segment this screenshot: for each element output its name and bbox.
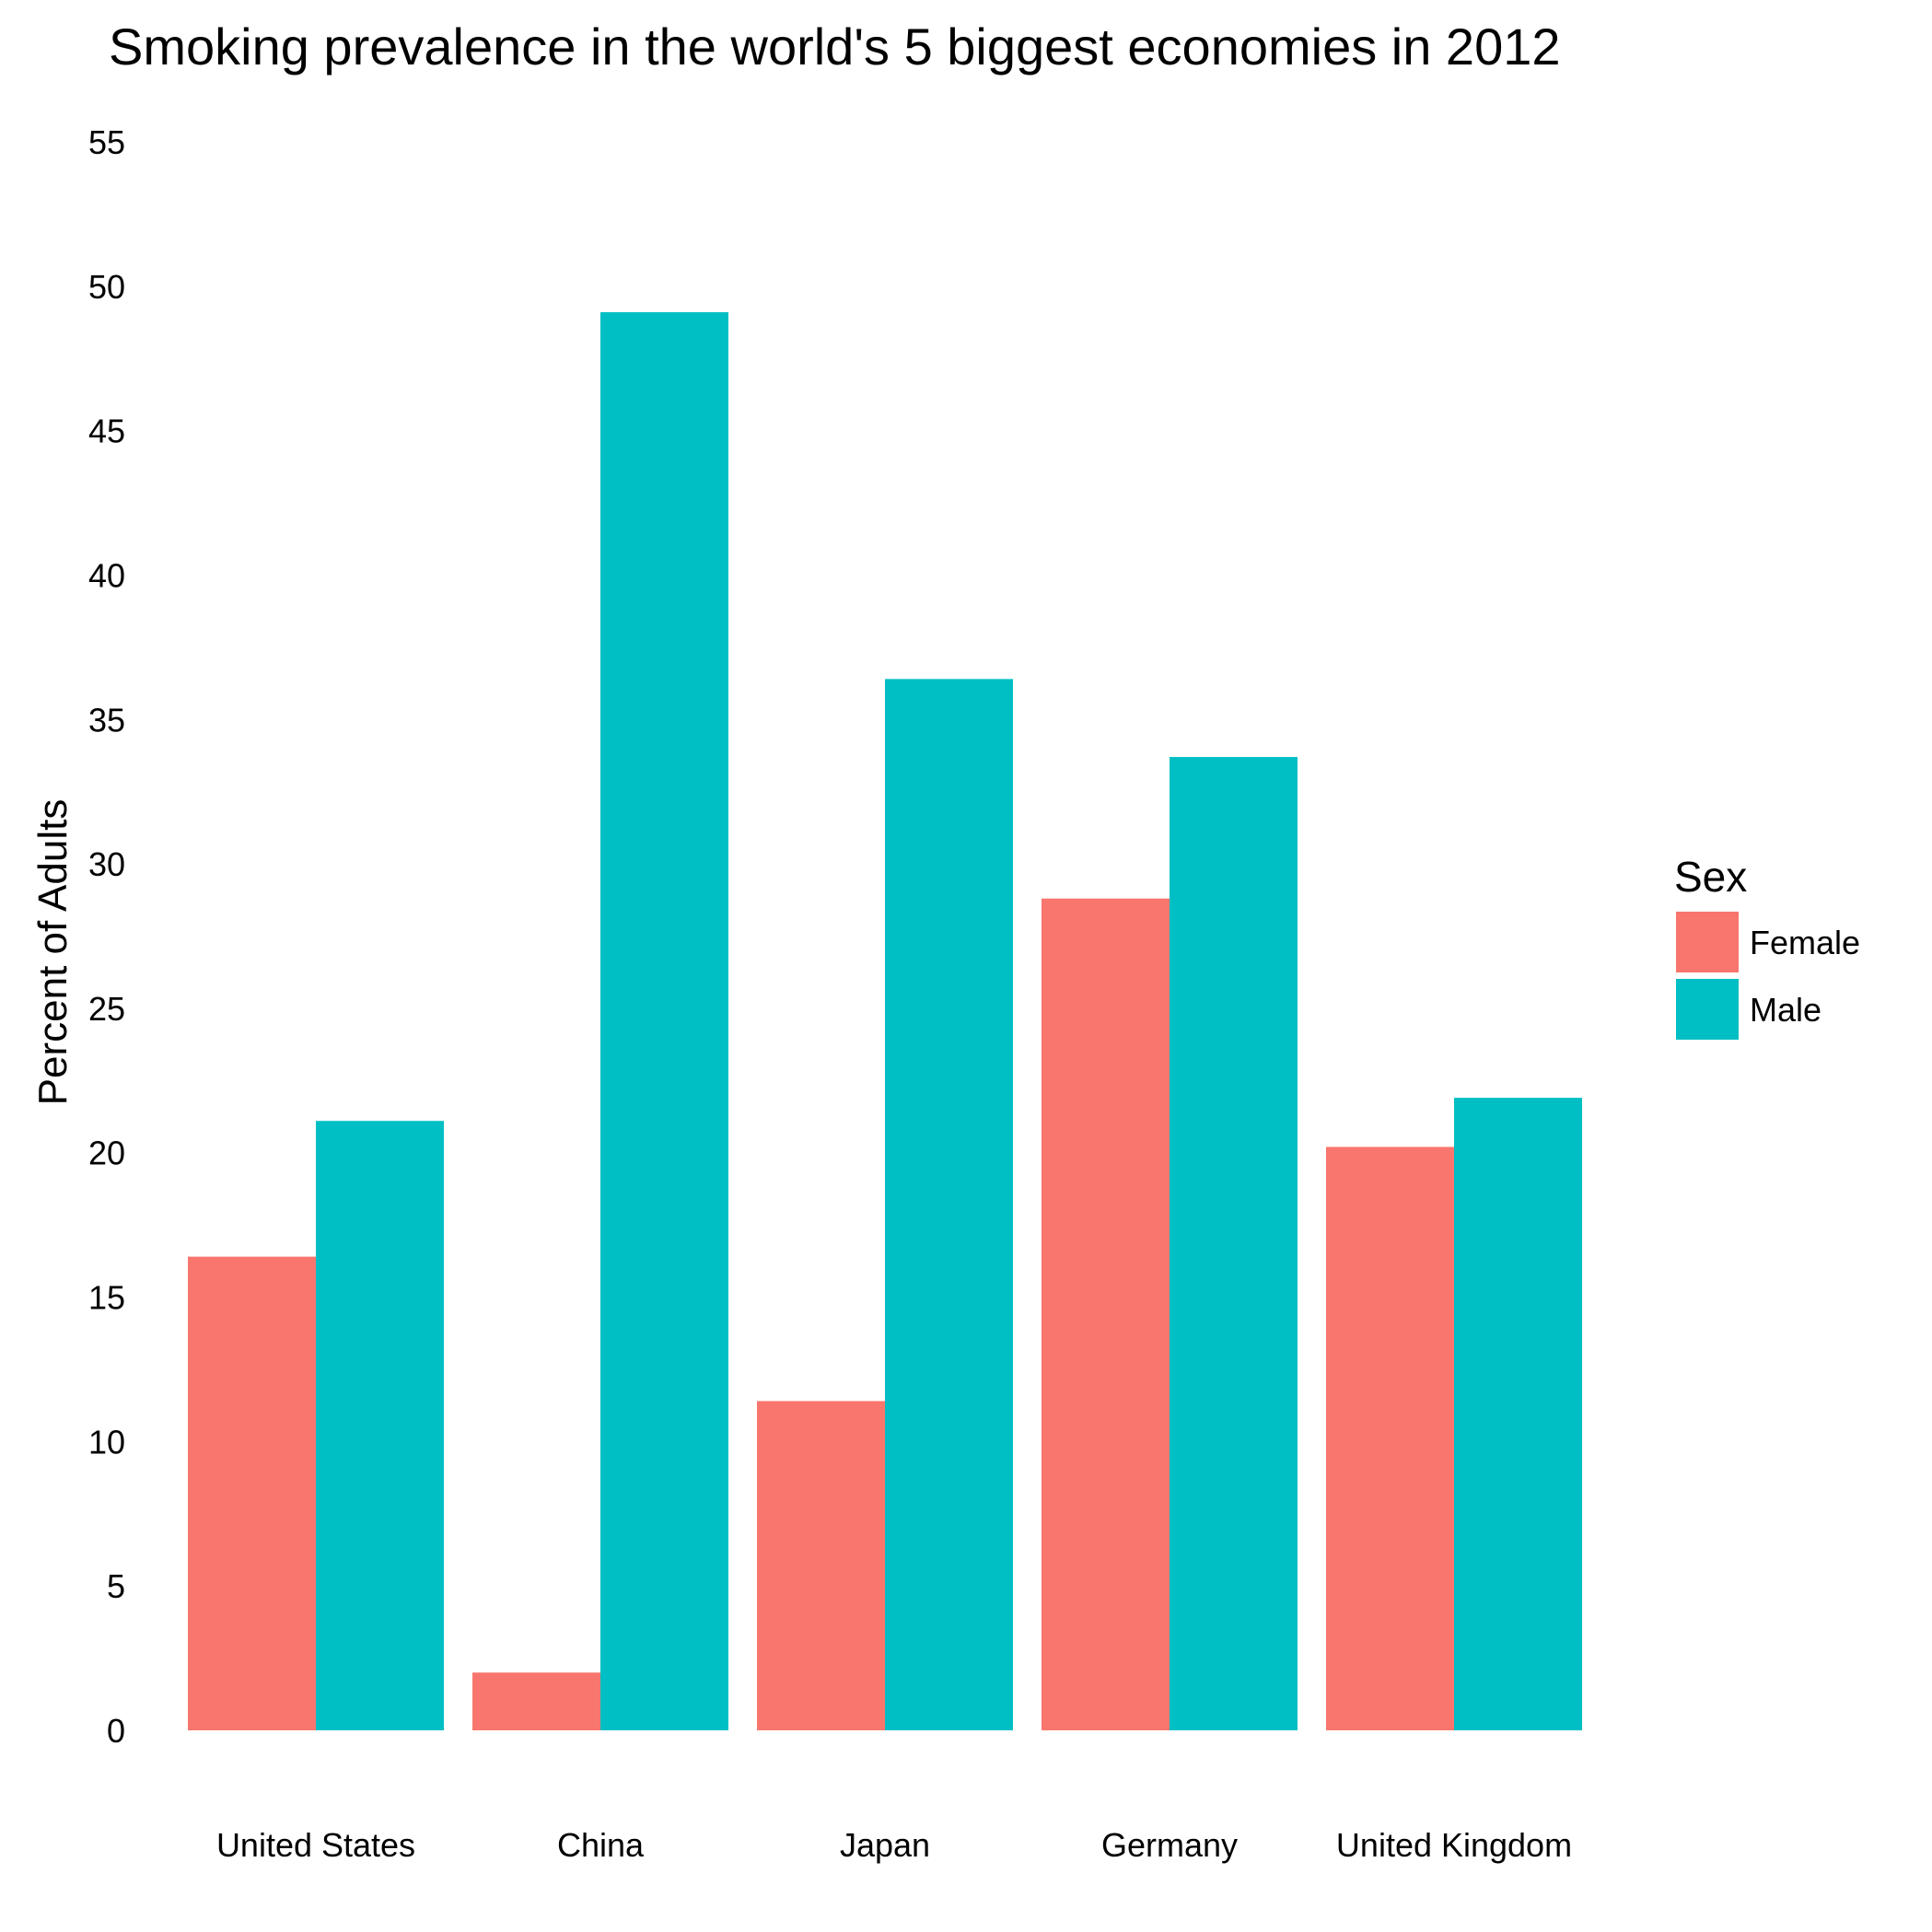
legend-swatch-female xyxy=(1676,912,1739,972)
bar-male-united-kingdom xyxy=(1454,1098,1582,1730)
bar-female-united-kingdom xyxy=(1326,1146,1454,1730)
y-axis-ticks: 0 5 10 15 20 25 30 35 40 45 50 55 xyxy=(88,123,125,1750)
y-tick-label: 45 xyxy=(88,413,125,450)
x-tick-label: China xyxy=(557,1826,645,1864)
legend-label-male: Male xyxy=(1750,991,1821,1029)
y-tick-label: 20 xyxy=(88,1135,125,1172)
y-tick-label: 50 xyxy=(88,268,125,306)
x-tick-label: United Kingdom xyxy=(1336,1826,1572,1864)
y-tick-label: 15 xyxy=(88,1279,125,1317)
legend-title: Sex xyxy=(1674,853,1747,901)
y-tick-label: 30 xyxy=(88,845,125,883)
y-tick-label: 10 xyxy=(88,1423,125,1461)
bar-male-germany xyxy=(1170,757,1298,1731)
bar-female-united-states xyxy=(188,1256,316,1730)
x-tick-label: Japan xyxy=(840,1826,930,1864)
bar-female-japan xyxy=(757,1401,885,1730)
chart-title: Smoking prevalence in the world's 5 bigg… xyxy=(109,17,1561,76)
legend-swatch-male xyxy=(1676,979,1739,1040)
y-tick-label: 35 xyxy=(88,701,125,739)
bar-female-germany xyxy=(1042,898,1170,1730)
x-tick-label: United States xyxy=(216,1826,415,1864)
y-tick-label: 40 xyxy=(88,556,125,594)
y-tick-label: 5 xyxy=(107,1567,125,1605)
y-axis-label: Percent of Adults xyxy=(30,799,76,1106)
legend: Sex Female Male xyxy=(1674,853,1860,1040)
bar-male-japan xyxy=(885,679,1013,1730)
y-tick-label: 55 xyxy=(88,123,125,161)
x-axis-ticks: United States China Japan Germany United Kin… xyxy=(216,1826,1572,1864)
y-tick-label: 0 xyxy=(107,1712,125,1750)
bar-male-china xyxy=(600,312,728,1731)
legend-label-female: Female xyxy=(1750,924,1860,961)
bars xyxy=(188,312,1582,1731)
y-tick-label: 25 xyxy=(88,990,125,1028)
bar-male-united-states xyxy=(316,1121,444,1730)
bar-female-china xyxy=(472,1672,600,1730)
x-tick-label: Germany xyxy=(1101,1826,1238,1864)
